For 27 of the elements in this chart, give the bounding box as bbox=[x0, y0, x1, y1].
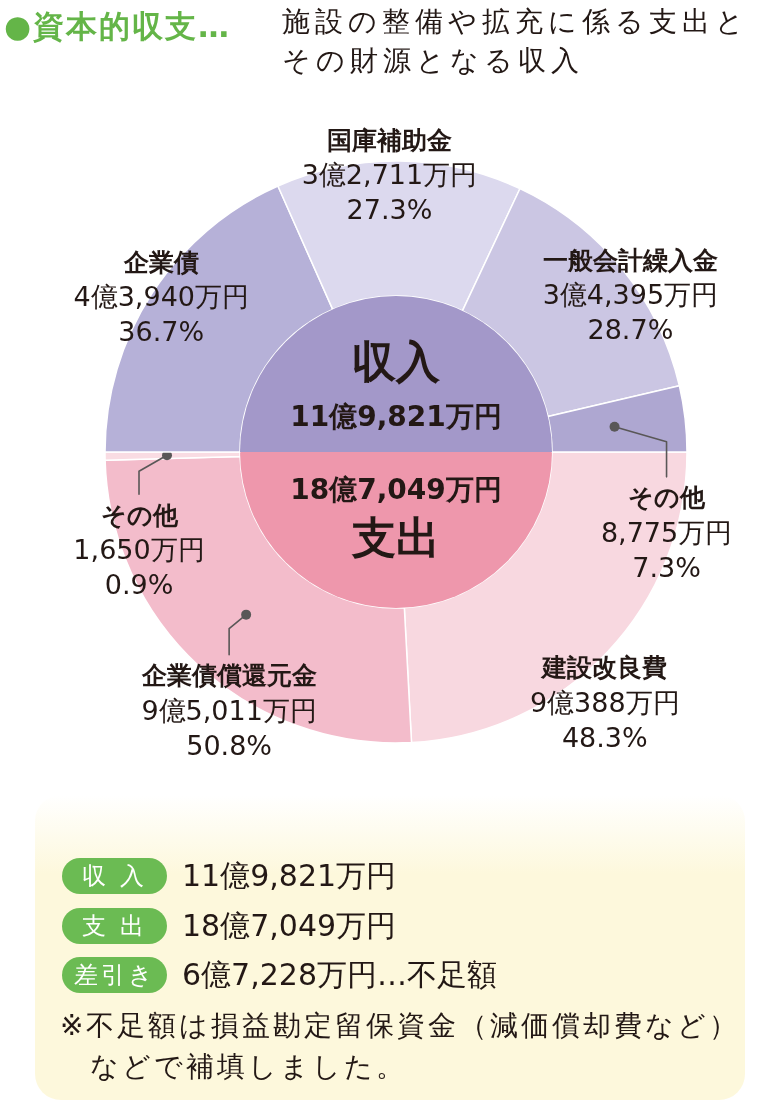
slice-label: その他 bbox=[100, 500, 179, 530]
text: 18億7,049万円 bbox=[290, 473, 502, 506]
text: ※不足額は損益勘定留保資金（減価償却費など）などで補填しました。 bbox=[60, 1008, 741, 1083]
text: 11億9,821万円 bbox=[290, 400, 502, 433]
data-label: 9億388万円 48.3% bbox=[529, 687, 680, 753]
slice-label: 国庫補助金 bbox=[326, 125, 452, 155]
text: 18億7,049万円 bbox=[182, 907, 397, 943]
text: 収入 bbox=[352, 336, 440, 387]
data-label: 3億4,395万円 28.7% bbox=[542, 279, 719, 346]
text: 収 入 bbox=[82, 862, 147, 890]
slice-label: 企業債償還元金 bbox=[140, 661, 317, 691]
data-label: 9億5,011万円 50.8% bbox=[141, 694, 317, 761]
slice-label: 建設改良費 bbox=[540, 653, 668, 683]
slice-label: その他 bbox=[628, 483, 707, 513]
text: 6億7,228万円…不足額 bbox=[182, 957, 497, 992]
data-label: 8,775万円 7.3% bbox=[600, 516, 733, 583]
data-label: 1,650万円 0.9% bbox=[73, 534, 205, 601]
text: 支出 bbox=[352, 512, 440, 563]
slice-label: 企業債 bbox=[122, 247, 199, 277]
data-label: 3億2,711万円 27.3% bbox=[301, 159, 478, 226]
data-label: 4億3,940万円 36.7% bbox=[73, 281, 249, 348]
text: ●資本的収支… bbox=[4, 8, 232, 44]
text: 11億9,821万円 bbox=[182, 858, 397, 893]
text: 施設の整備や拡充に係る支出とその財源となる収入 bbox=[282, 5, 749, 77]
text: 支 出 bbox=[82, 911, 147, 940]
slice-label: 一般会計繰入金 bbox=[542, 245, 718, 275]
text: 差引き bbox=[73, 961, 156, 989]
